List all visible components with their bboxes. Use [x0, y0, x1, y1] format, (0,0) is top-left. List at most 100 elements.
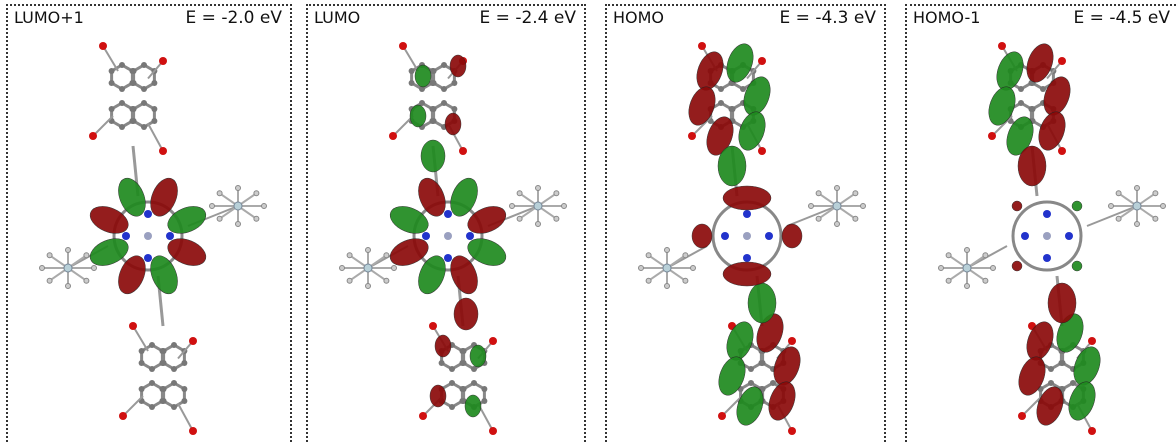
- atom: [141, 100, 147, 106]
- atom: [946, 253, 951, 258]
- atom: [171, 342, 177, 348]
- atom: [816, 191, 821, 196]
- atom: [149, 380, 155, 386]
- nitrogen: [144, 254, 152, 262]
- atom: [481, 398, 487, 404]
- atom: [1116, 191, 1121, 196]
- orbital-lobe: [1034, 108, 1070, 154]
- oxygen: [998, 42, 1006, 50]
- atom: [149, 342, 155, 348]
- silicon: [64, 264, 72, 272]
- atom: [1135, 186, 1140, 191]
- nitrogen: [743, 210, 751, 218]
- nitrogen: [743, 254, 751, 262]
- atom: [131, 80, 137, 86]
- atom: [47, 278, 52, 283]
- atom: [1018, 100, 1024, 106]
- nitrogen: [721, 232, 729, 240]
- oxygen: [698, 42, 706, 50]
- oxygen: [1058, 147, 1066, 155]
- atom: [1153, 191, 1158, 196]
- atom: [151, 106, 157, 112]
- orbital-lobe: [1048, 283, 1076, 323]
- atom: [119, 100, 125, 106]
- atom: [1040, 86, 1046, 92]
- atom: [109, 106, 115, 112]
- oxygen: [489, 427, 497, 435]
- atom: [40, 266, 45, 271]
- nitrogen: [1065, 232, 1073, 240]
- atom: [161, 398, 167, 404]
- atom: [770, 380, 776, 386]
- molecule: [308, 6, 584, 443]
- atom: [1161, 204, 1166, 209]
- nitrogen: [1021, 232, 1029, 240]
- nitrogen: [765, 232, 773, 240]
- orbital-energy: E = -2.0 eV: [186, 8, 282, 28]
- ring: [142, 383, 163, 407]
- atom: [141, 62, 147, 68]
- atom: [161, 386, 167, 392]
- oxygen: [189, 337, 197, 345]
- atom: [84, 253, 89, 258]
- atom: [449, 366, 455, 372]
- orbital-lobe: [1012, 201, 1022, 211]
- atom: [161, 360, 167, 366]
- atom: [384, 253, 389, 258]
- ring: [112, 103, 133, 127]
- orbital-panel: LUMO+1 E = -2.0 eV: [6, 4, 292, 443]
- atom: [683, 278, 688, 283]
- orbital-lobe: [1022, 318, 1058, 364]
- orbital-lobe: [421, 140, 445, 172]
- orbital-label: HOMO: [613, 8, 664, 27]
- atom: [151, 80, 157, 86]
- atom: [1116, 216, 1121, 221]
- oxygen: [988, 132, 996, 140]
- orbital-lobe: [450, 55, 466, 77]
- atom: [1030, 106, 1036, 112]
- atom: [1135, 222, 1140, 227]
- atom: [141, 124, 147, 130]
- orbital-energy: E = -4.3 eV: [780, 8, 876, 28]
- oxygen: [758, 147, 766, 155]
- orbital-lobe: [723, 186, 771, 210]
- atom: [1109, 204, 1114, 209]
- orbital-energy: E = -4.5 eV: [1074, 8, 1170, 28]
- atom: [517, 216, 522, 221]
- atom: [441, 86, 447, 92]
- atom: [431, 118, 437, 124]
- orbital-lobe: [1012, 261, 1022, 271]
- bond: [403, 46, 418, 71]
- atom: [748, 380, 754, 386]
- atom: [665, 284, 670, 289]
- ring: [134, 103, 155, 127]
- atom: [471, 380, 477, 386]
- atom: [510, 204, 515, 209]
- silicon: [234, 202, 242, 210]
- orbital-lobe: [454, 298, 478, 330]
- atom: [119, 86, 125, 92]
- nitrogen: [122, 232, 130, 240]
- orbital-panel: LUMO E = -2.4 eV: [306, 4, 586, 443]
- atom: [991, 266, 996, 271]
- bond: [787, 206, 837, 226]
- atom: [439, 360, 445, 366]
- atom: [384, 278, 389, 283]
- ring: [164, 383, 185, 407]
- atom: [748, 366, 754, 372]
- atom: [536, 222, 541, 227]
- orbital-lobe: [748, 283, 776, 323]
- oxygen: [1088, 427, 1096, 435]
- atom: [151, 118, 157, 124]
- orbital-lobe: [1072, 261, 1082, 271]
- molecule: [8, 6, 290, 443]
- atom: [481, 386, 487, 392]
- atom: [347, 253, 352, 258]
- zinc: [1043, 232, 1051, 240]
- nitrogen: [444, 210, 452, 218]
- oxygen: [1058, 57, 1066, 65]
- atom: [449, 404, 455, 410]
- orbital-lobe: [1018, 146, 1046, 186]
- atom: [392, 266, 397, 271]
- oxygen: [399, 42, 407, 50]
